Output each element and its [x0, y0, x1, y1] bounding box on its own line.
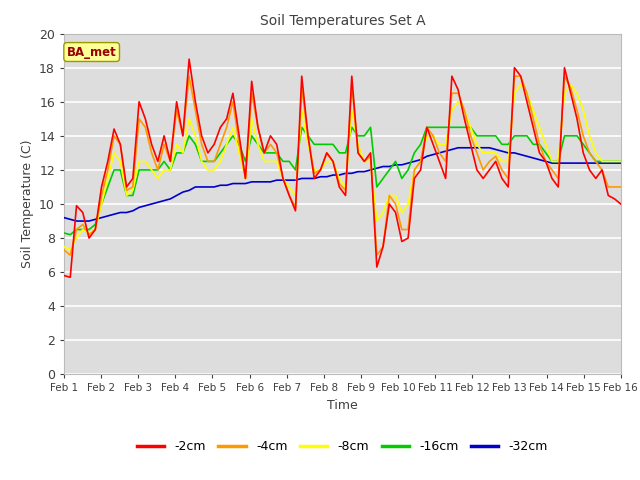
Text: BA_met: BA_met: [67, 46, 116, 59]
Legend: -2cm, -4cm, -8cm, -16cm, -32cm: -2cm, -4cm, -8cm, -16cm, -32cm: [132, 435, 553, 458]
Title: Soil Temperatures Set A: Soil Temperatures Set A: [260, 14, 425, 28]
Y-axis label: Soil Temperature (C): Soil Temperature (C): [20, 140, 33, 268]
X-axis label: Time: Time: [327, 399, 358, 412]
